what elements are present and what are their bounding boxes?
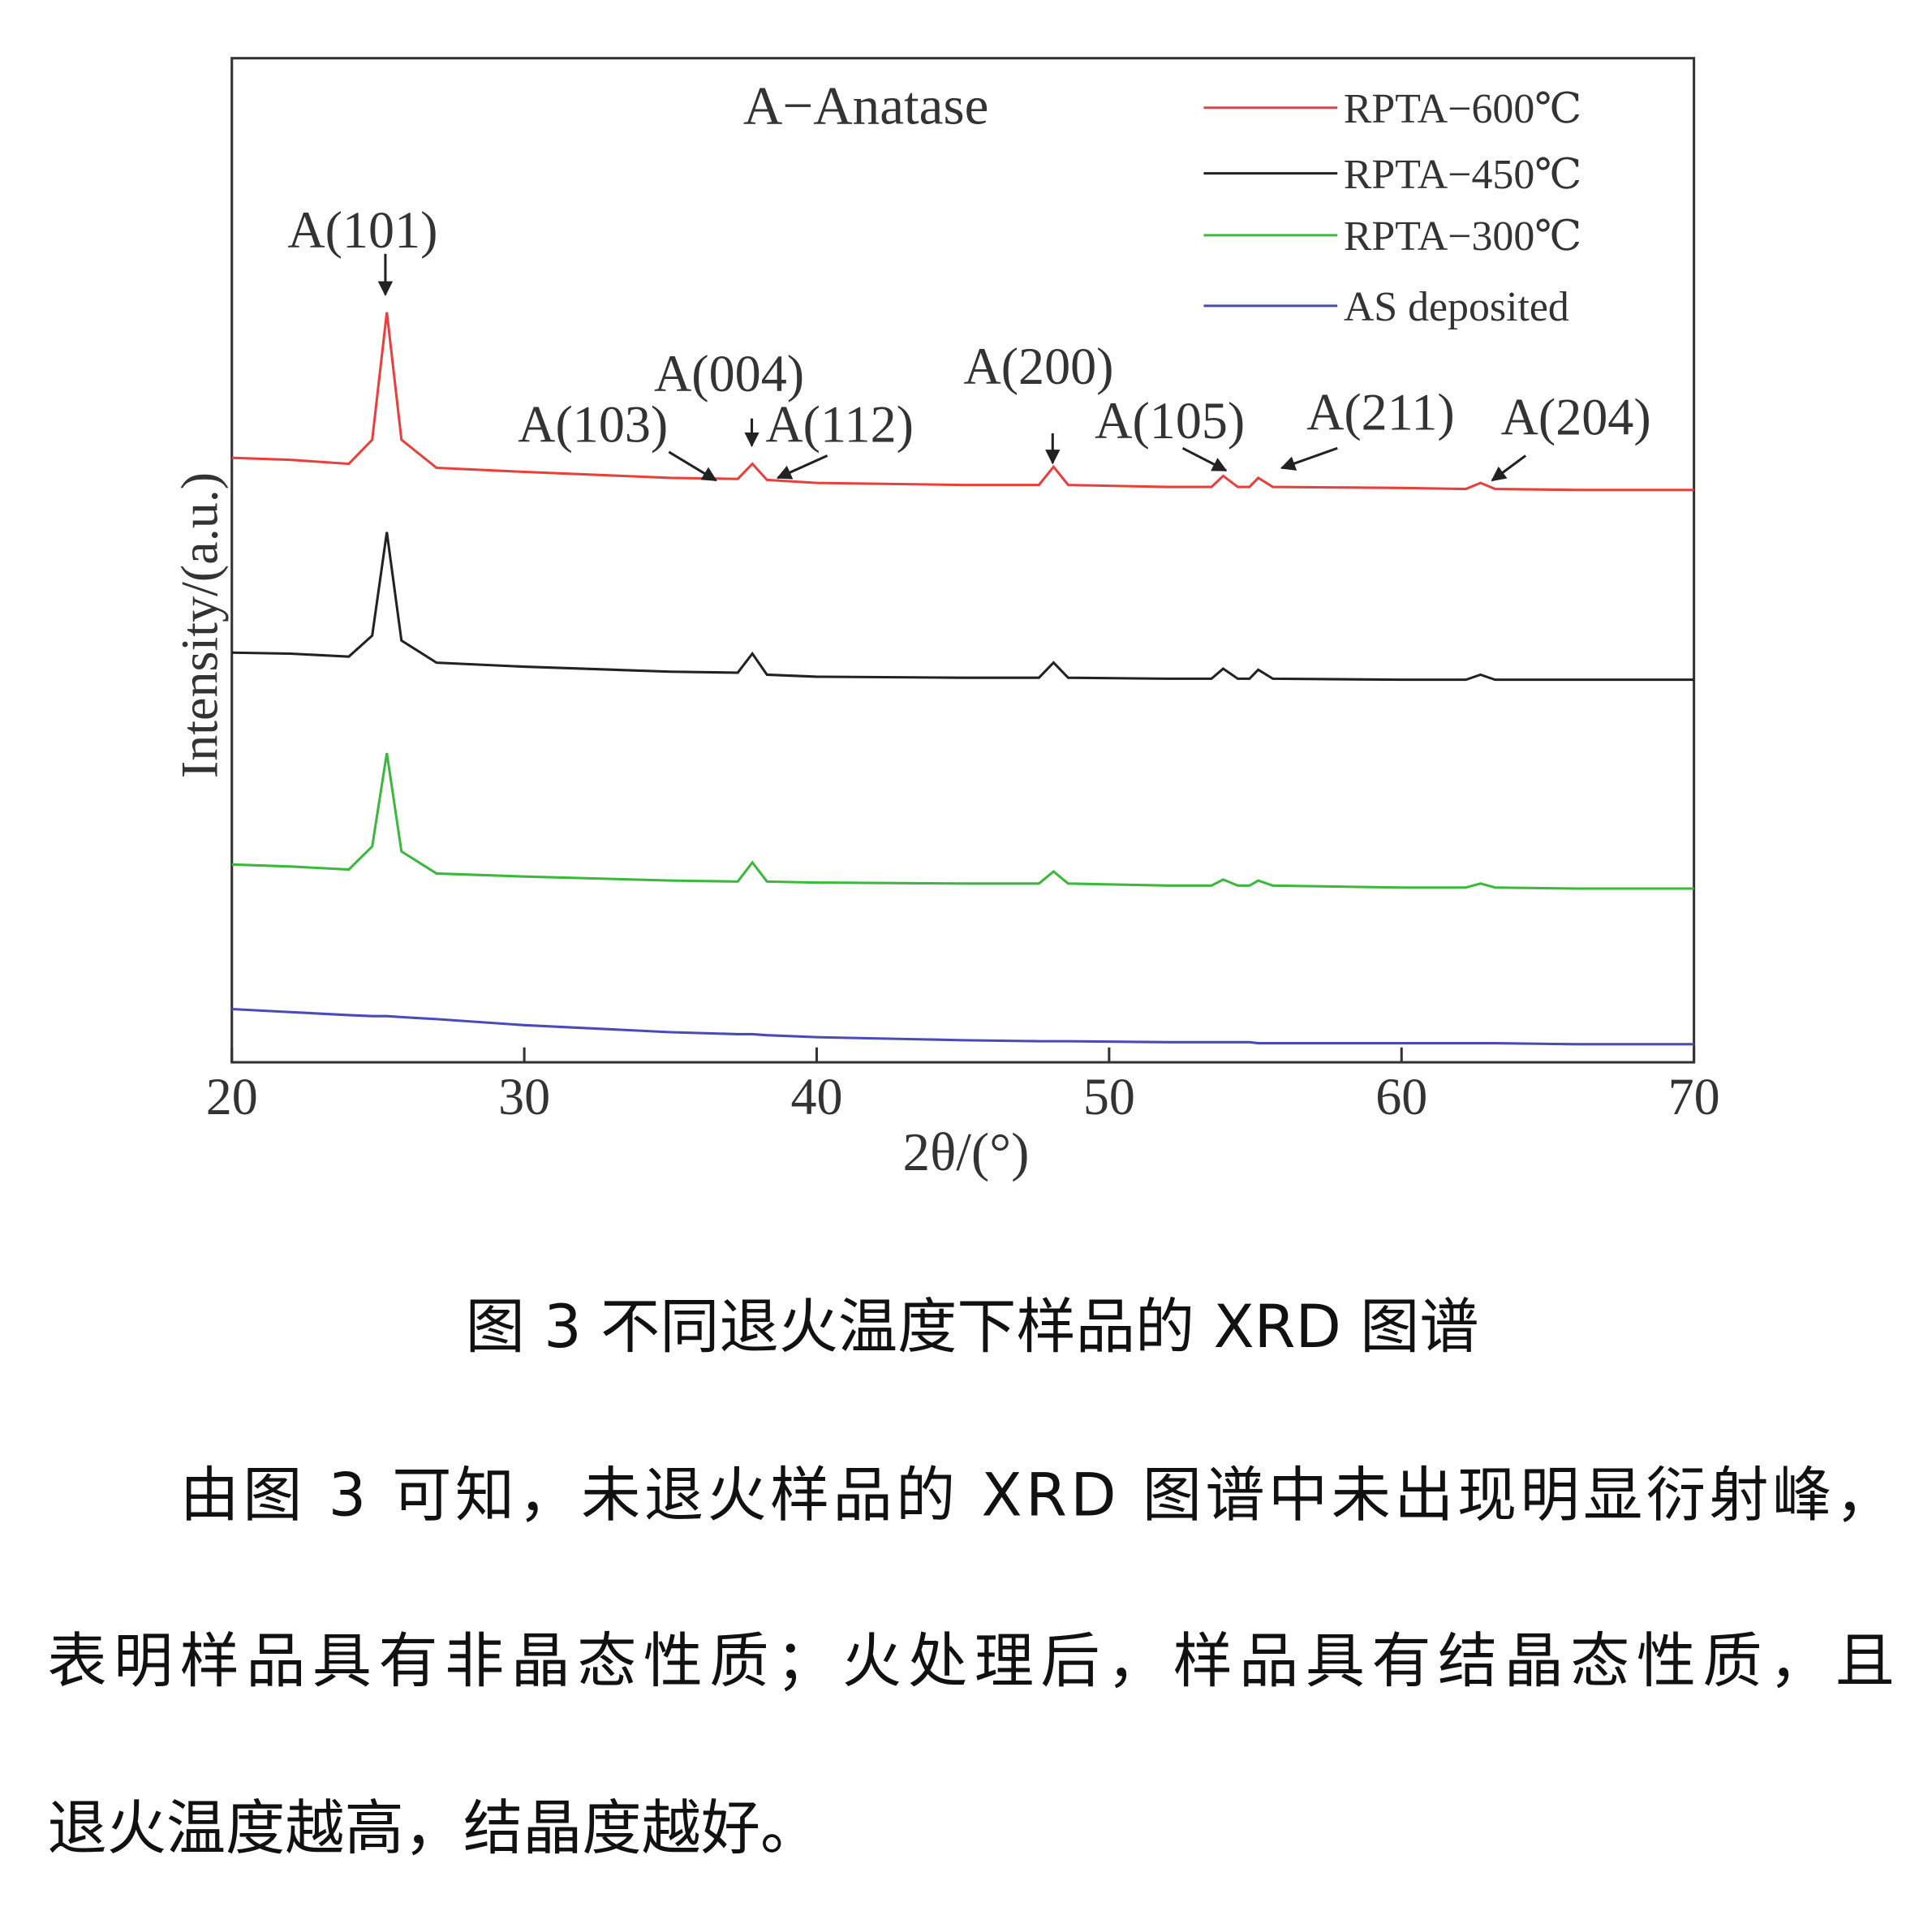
annotation: A(112) xyxy=(765,396,914,454)
paragraph-line: 表明样品具有非晶态性质；火处理后，样品具有结晶态性质，且 xyxy=(47,1627,1894,1696)
figure-caption: 图 3 不同退火温度下样品的 XRD 图谱 xyxy=(466,1293,1479,1362)
legend-label: RPTA−600℃ xyxy=(1344,86,1581,132)
x-tick-label: 50 xyxy=(1083,1068,1135,1126)
annotation: A(200) xyxy=(963,338,1113,395)
xrd-curve xyxy=(231,752,1694,890)
annotation-arrow xyxy=(668,450,717,482)
legend-label: RPTA−450℃ xyxy=(1344,152,1581,198)
x-tick-label: 60 xyxy=(1375,1068,1427,1126)
x-axis-label: 2θ/(°) xyxy=(903,1121,1030,1182)
annotation: A(211) xyxy=(1306,383,1455,441)
x-tick-label: 20 xyxy=(206,1068,258,1126)
xrd-curve xyxy=(231,312,1694,492)
annotation: A(101) xyxy=(287,201,437,259)
x-tick-label: 70 xyxy=(1668,1068,1720,1126)
annotation: A(105) xyxy=(1095,392,1245,450)
xrd-curve xyxy=(231,1007,1694,1046)
annotation: A(204) xyxy=(1501,389,1651,446)
paragraph-line: 由图 3 可知，未退火样品的 XRD 图谱中未出现明显衍射峰， xyxy=(180,1461,1895,1530)
annotation: A−Anatase xyxy=(743,75,989,136)
x-tick-label: 40 xyxy=(790,1068,842,1126)
annotation: A(004) xyxy=(654,345,804,402)
annotation-arrow xyxy=(1181,446,1228,472)
annotation-arrow xyxy=(1280,446,1338,471)
y-axis-label: Intensity/(a.u.) xyxy=(170,472,228,778)
annotation: A(103) xyxy=(518,396,668,454)
annotation-arrow xyxy=(776,454,828,480)
legend-label: AS deposited xyxy=(1344,284,1569,330)
legend-label: RPTA−300℃ xyxy=(1344,213,1581,260)
x-tick-label: 30 xyxy=(498,1068,550,1126)
plot-frame xyxy=(230,57,1696,1064)
paragraph-line: 退火温度越高，结晶度越好。 xyxy=(47,1794,820,1863)
annotation-arrow xyxy=(1491,454,1527,482)
xrd-curve xyxy=(231,532,1694,682)
